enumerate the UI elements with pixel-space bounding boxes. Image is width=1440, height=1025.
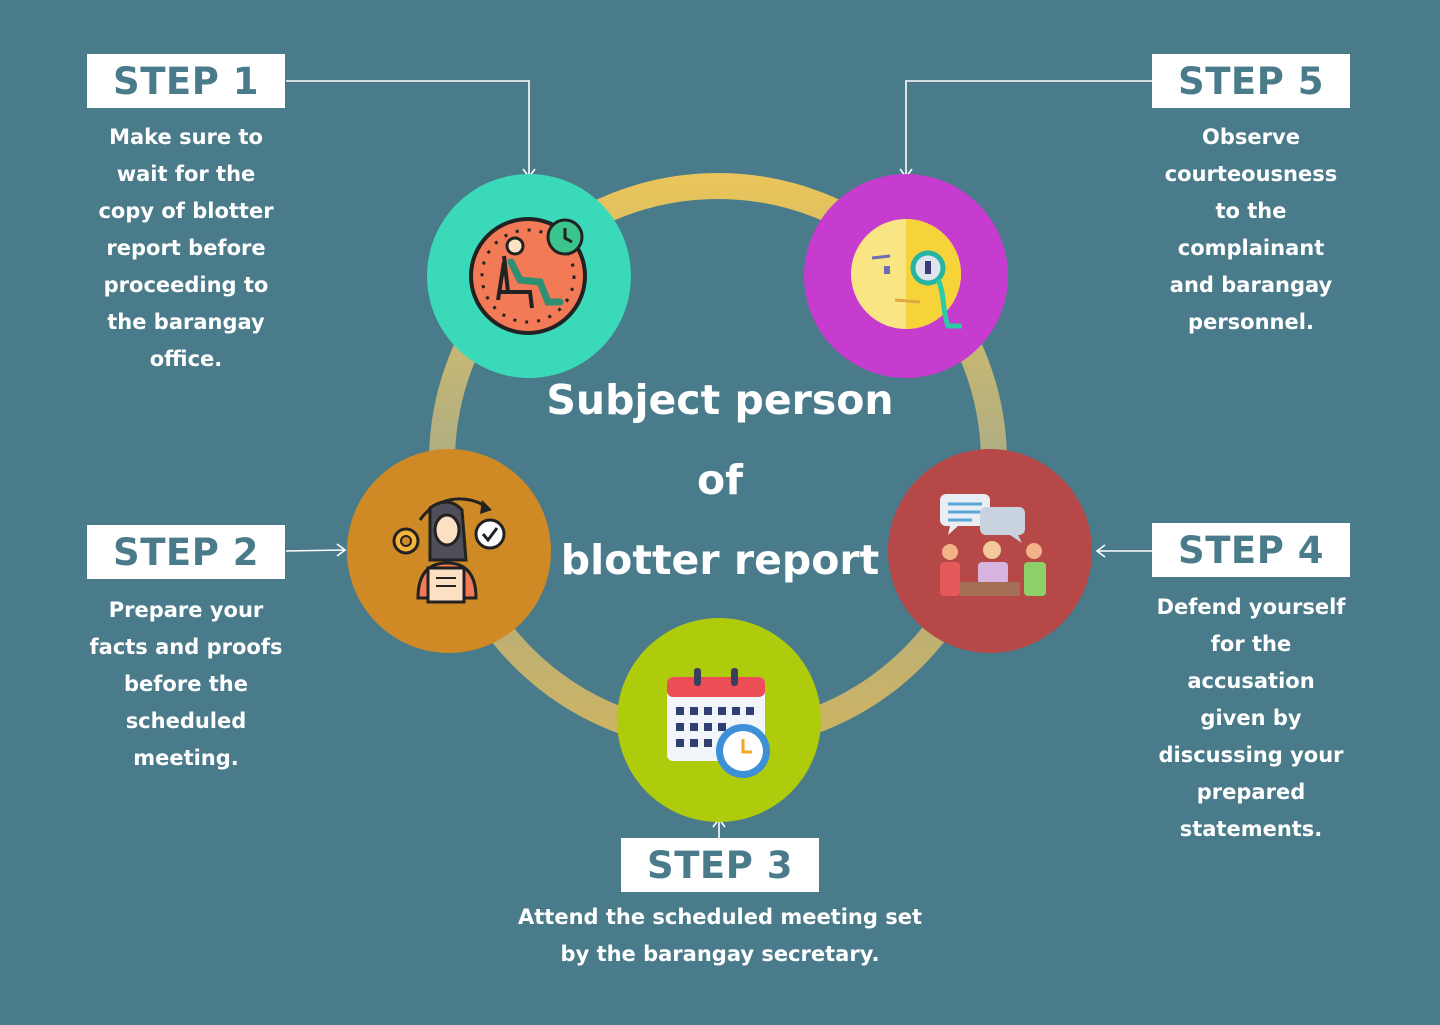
- person-preparing-documents-icon: [392, 497, 506, 604]
- step5-label: STEP 5: [1152, 54, 1350, 108]
- step3-circle: [617, 618, 821, 822]
- center-title-line-2: of: [696, 456, 743, 504]
- step5-description: Observe courteousness to the complainant and…: [1164, 125, 1338, 334]
- center-title-line-3: blotter report: [560, 536, 880, 584]
- meeting-discussion-icon: [940, 494, 1046, 596]
- calendar-clock-icon: [667, 668, 770, 778]
- step2-label: STEP 2: [87, 525, 285, 579]
- step1-circle: [427, 174, 631, 378]
- step4-label: STEP 4: [1152, 523, 1350, 577]
- step2-circle: [347, 449, 551, 653]
- step3-description: Attend the scheduled meeting set by the b…: [518, 905, 922, 966]
- step4-circle: [888, 449, 1092, 653]
- step2-description: Prepare your facts and proofs before the sc…: [89, 598, 283, 770]
- step4-connector-arrow: [1095, 544, 1152, 558]
- step2-connector-arrow: [285, 543, 347, 557]
- center-title: Subject person of blotter report: [520, 360, 920, 600]
- step1-description: Make sure to wait for the copy of blotter r…: [98, 125, 274, 371]
- step1-label: STEP 1: [87, 54, 285, 108]
- step3-label: STEP 3: [621, 838, 819, 892]
- step4-description: Defend yourself for the accusation given by…: [1156, 595, 1346, 841]
- face-monocle-icon: [851, 219, 962, 329]
- center-title-line-1: Subject person: [546, 376, 894, 424]
- waiting-chair-clock-icon: [469, 217, 587, 335]
- step5-circle: [804, 174, 1008, 378]
